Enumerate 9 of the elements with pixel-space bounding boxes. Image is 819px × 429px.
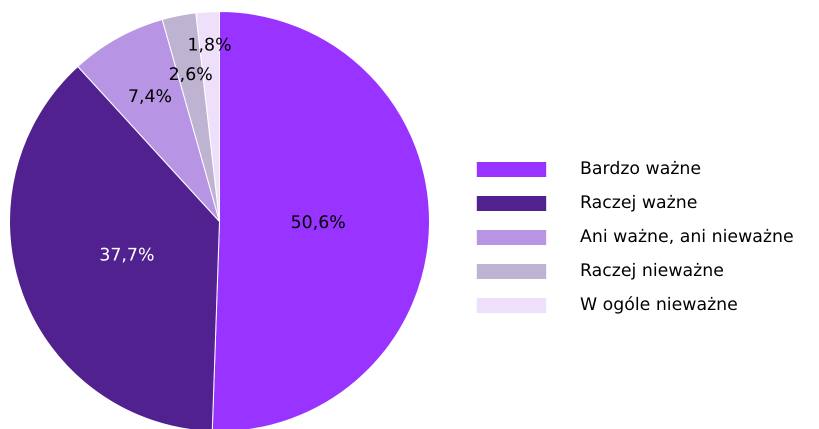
legend-label: Bardzo ważne <box>580 159 702 179</box>
legend-label: W ogóle nieważne <box>580 295 738 315</box>
legend-label: Raczej nieważne <box>580 261 724 281</box>
legend-label: Raczej ważne <box>580 193 698 213</box>
data-label: 2,6% <box>168 65 213 86</box>
data-label: 7,4% <box>128 86 172 107</box>
legend-label: Ani ważne, ani nieważne <box>580 227 794 247</box>
data-label: 50,6% <box>290 213 346 234</box>
data-label: 37,7% <box>99 246 154 266</box>
